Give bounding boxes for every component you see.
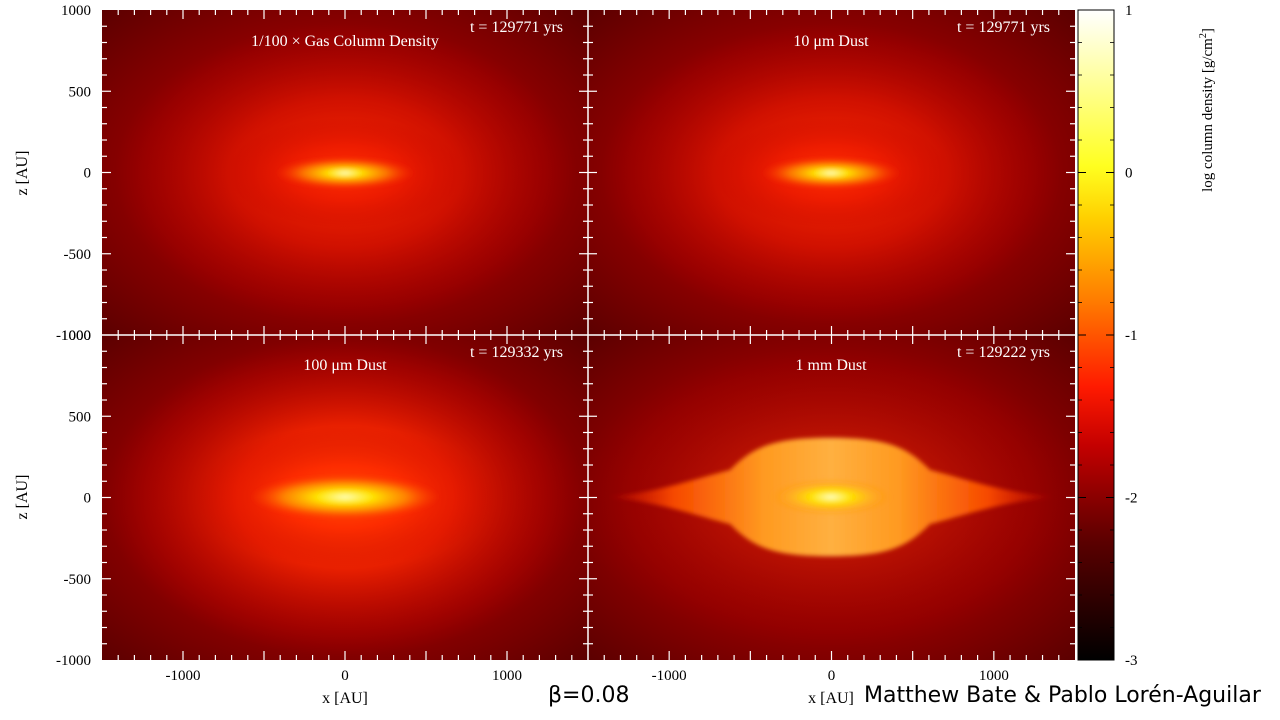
y-tick-label: 1000 (61, 3, 91, 19)
panel-10um-title: 10 μm Dust (793, 33, 869, 50)
x-tick-label: -1000 (652, 668, 687, 684)
x-axis-label-right: x [AU] (808, 690, 854, 707)
colorbar-tick-label: -1 (1125, 328, 1138, 344)
x-tick-label: 0 (828, 668, 836, 684)
panel-100um-disk (250, 475, 440, 519)
y-tick-label: -1000 (56, 653, 91, 669)
x-axis-label-left: x [AU] (322, 690, 368, 707)
x-tick-labels-right: -1000 0 1000 (652, 668, 1009, 684)
y-axis-label-top: z [AU] (14, 151, 31, 196)
y-axis-label-bottom: z [AU] (14, 475, 31, 520)
y-tick-label: 0 (84, 166, 92, 182)
panel-gas-time: t = 129771 yrs (470, 19, 563, 36)
y-tick-label: -500 (64, 247, 92, 263)
y-tick-label: 500 (69, 409, 92, 425)
y-tick-label: -500 (64, 572, 92, 588)
colorbar-label-end: ] (1200, 28, 1216, 33)
panel-gas-title: 1/100 × Gas Column Density (251, 33, 439, 50)
x-tick-label: -1000 (166, 668, 201, 684)
panel-1mm-time: t = 129222 yrs (957, 344, 1050, 361)
panel-1mm-title: 1 mm Dust (795, 357, 867, 374)
colorbar-label-main: log column density [g/cm (1200, 38, 1216, 192)
panel-100um (102, 335, 588, 660)
y-tick-labels-bottom: 1000 500 0 -500 -1000 (56, 328, 91, 669)
colorbar-label-sup: 2 (1198, 33, 1209, 38)
panel-gas-disk (275, 157, 415, 189)
x-tick-label: 0 (341, 668, 349, 684)
y-tick-label: -1000 (56, 328, 91, 344)
beta-caption: β=0.08 (548, 683, 630, 708)
colorbar-tick-label: -2 (1125, 491, 1138, 507)
colorbar-label: log column density [g/cm2] (1198, 28, 1216, 192)
y-tick-label: 0 (84, 491, 92, 507)
panel-gas (102, 10, 588, 335)
panel-10um-time: t = 129771 yrs (957, 19, 1050, 36)
y-tick-labels-top: 1000 500 0 -500 -1000 (56, 3, 91, 344)
y-tick-label: 500 (69, 84, 92, 100)
panel-100um-title: 100 μm Dust (303, 357, 387, 374)
colorbar-ticks: 1 0 -1 -2 -3 (1078, 3, 1138, 669)
credit-caption: Matthew Bate & Pablo Lorén-Aguilar (864, 683, 1261, 708)
colorbar-tick-label: -3 (1125, 653, 1138, 669)
panel-10um (588, 10, 1075, 335)
tick-marks (102, 10, 1075, 660)
panel-100um-time: t = 129332 yrs (470, 344, 563, 361)
colorbar-tick-label: 1 (1125, 3, 1133, 19)
x-tick-labels-left: -1000 0 1000 (166, 668, 523, 684)
panel-1mm (571, 335, 1091, 660)
x-tick-label: 1000 (979, 668, 1009, 684)
panel-1mm-core (771, 479, 891, 515)
colorbar-tick-label: 0 (1125, 166, 1133, 182)
panel-10um-disk (761, 157, 901, 189)
x-tick-label: 1000 (492, 668, 522, 684)
y-tick-label: 1000 (61, 328, 91, 344)
